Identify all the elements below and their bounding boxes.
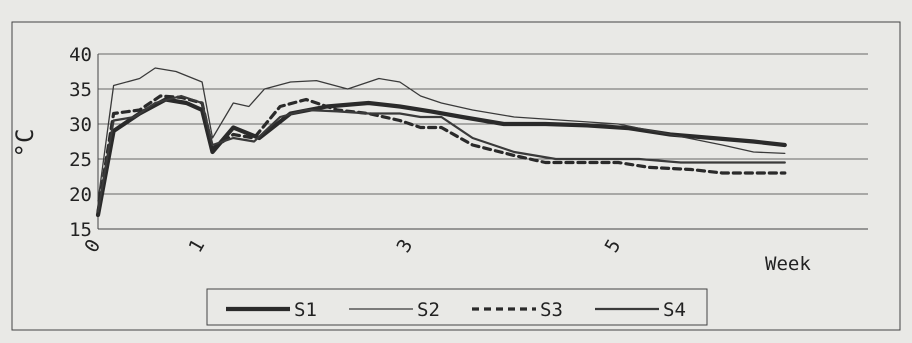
chart-border — [11, 21, 901, 331]
y-tick-label: 25 — [69, 149, 92, 171]
y-tick-label: 15 — [69, 219, 92, 241]
series-line-s1 — [95, 97, 787, 218]
x-axis-label: Week — [765, 253, 811, 275]
legend-label-s1: S1 — [294, 299, 317, 321]
legend: S1 S2 S3 S4 — [206, 288, 708, 326]
series-line-s4 — [96, 94, 786, 213]
legend-label-s4: S4 — [663, 299, 686, 321]
legend-box — [206, 288, 708, 326]
y-axis-label: °C — [11, 129, 39, 158]
legend-label-s2: S2 — [417, 299, 440, 321]
series-line-s3 — [96, 94, 787, 214]
legend-label-s3: S3 — [540, 299, 563, 321]
series-layer — [95, 67, 787, 218]
y-tick-label: 30 — [69, 114, 92, 136]
y-tick-label: 35 — [69, 79, 92, 101]
y-tick-label: 20 — [69, 184, 92, 206]
y-tick-label: 40 — [69, 44, 92, 66]
series-line-s2 — [97, 67, 786, 202]
